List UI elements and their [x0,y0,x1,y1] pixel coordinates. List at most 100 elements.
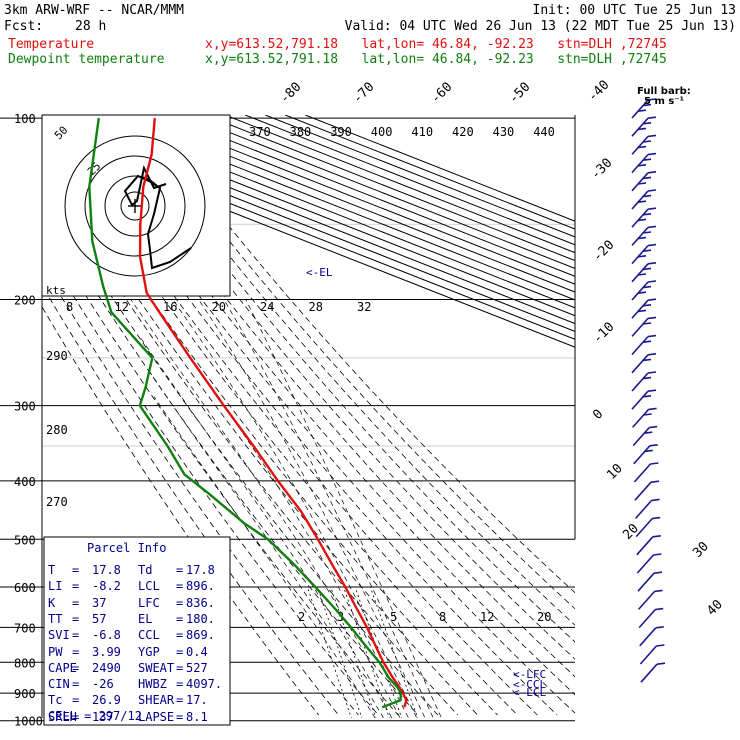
temperature-axis-label-40: 40 [704,597,726,619]
wind-barb-flag [647,207,657,210]
wind-barb-flag [647,316,657,320]
mixing-ratio-line-5 [330,586,377,718]
wind-barb-staff [638,609,656,629]
parcel-label: LI [48,579,63,594]
hodograph-ring-2 [104,175,166,237]
temperature-axis-label--40: -40 [585,78,612,105]
wind-barb [631,152,657,174]
wind-barb [631,280,657,301]
parcel-eq: = [72,563,80,577]
wind-barb [640,662,666,683]
wind-barb [637,571,663,592]
temperature-axis-label-20: 20 [620,521,642,543]
wind-barb [631,134,657,155]
wind-barb [631,353,657,374]
init-time: Init: 00 UTC Tue 25 Jun 13 [532,3,737,18]
wind-barb-flag [652,535,661,538]
wind-barb-staff [635,518,653,538]
parcel-label: K [48,595,56,610]
parcel-eq: = [176,628,184,643]
parcel-value: 527 [186,660,208,675]
parcel-value: -26 [92,677,114,692]
isobar-label-900: 900 [14,687,36,701]
parcel-eq: = [72,595,80,610]
wind-barb [639,644,665,665]
mixing-ratio-label-2: 2 [298,610,305,624]
wind-barb-flag [642,213,652,216]
forecast-label: Fcst: [4,19,44,34]
isotherm--80 [65,115,575,317]
dewpoint-legend-name: Dewpoint temperature [8,52,165,67]
model-title: 3km ARW-WRF -- NCAR/MMM [4,3,185,18]
dry-adiabat-330 [42,152,478,716]
parcel-label: Td [138,563,153,577]
isotherm--30 [165,115,575,277]
temperature-axis-label--10: -10 [590,320,617,347]
wind-barb-staff [631,317,649,337]
temperature-axis-label--50: -50 [506,80,533,107]
parcel-label: SHEAR [138,693,175,708]
wind-barb-flag [637,255,647,258]
isobar-label-100: 100 [14,112,36,126]
wind-barb-flag [644,449,653,453]
wind-barb [631,189,657,210]
parcel-marker-lcl: <-LCL [513,686,546,699]
dry-adiabat-270 [42,264,359,716]
moist-adiabat-10 [146,368,384,718]
wind-barb-flag [647,262,657,265]
parcel-value: 17.8 [186,563,215,577]
dry-adiabat-280 [42,244,379,716]
isobar-label-200: 200 [14,294,36,308]
wind-barb-flag [637,109,647,112]
isotherm--40 [145,115,575,285]
parcel-label: SREH [48,709,77,724]
wind-barb [631,262,657,283]
temperature-axis-label--70: -70 [350,80,377,107]
dewpoint-profile [88,117,402,709]
wind-barb-staff [631,336,649,356]
wind-barb [636,553,662,574]
wind-barb-staff [631,190,649,210]
theta-label-430: 430 [493,125,515,139]
wind-barb-flag [642,340,652,343]
moist-adiabat-38 [245,299,442,718]
moist-adiabat-6 [153,396,376,718]
parcel-eq: = [176,579,184,594]
parcel-eq: = [176,611,184,626]
wind-barb [631,243,657,265]
wind-barb-flag [637,145,647,149]
wind-barb [631,98,657,119]
wind-barb-flag [647,152,657,156]
wind-barb [632,407,657,428]
parcel-label: HWBZ [138,677,167,692]
moist-adiabat-18 [130,299,401,718]
wind-barb-flag [653,553,662,556]
parcel-eq: = [72,693,80,708]
isobar-label-800: 800 [14,656,36,670]
wind-barb-staff [634,481,652,501]
wind-barb-flag [637,164,647,167]
temperature-legend-info: x,y=613.52,791.18 lat,lon= 46.84, -92.23… [205,37,667,52]
parcel-eq: = [176,644,184,659]
temperature-axis-label-0: 0 [590,407,606,423]
parcel-label: CAPE [48,660,77,675]
wind-barb-flag [642,322,652,325]
wind-barb [631,316,657,337]
wind-barb [631,389,657,410]
parcel-eq: = [72,677,80,692]
mixing-ratio-line-12 [354,586,403,718]
wind-barb [633,444,658,465]
wind-barb-flag [642,304,652,307]
parcel-info-box [43,536,231,726]
wind-barb [639,626,664,647]
mixing-ratio-label-20: 20 [537,610,551,624]
parcel-value: 37 [92,595,107,610]
wind-barb-flag [647,225,657,229]
mixing-ratio-line-8 [343,586,390,718]
moist-adiabat-22 [149,299,409,718]
parcel-label: CIN [48,677,70,692]
wind-barb-flag [637,309,647,313]
parcel-eq: = [176,709,184,724]
wind-barb-flag [647,189,657,192]
